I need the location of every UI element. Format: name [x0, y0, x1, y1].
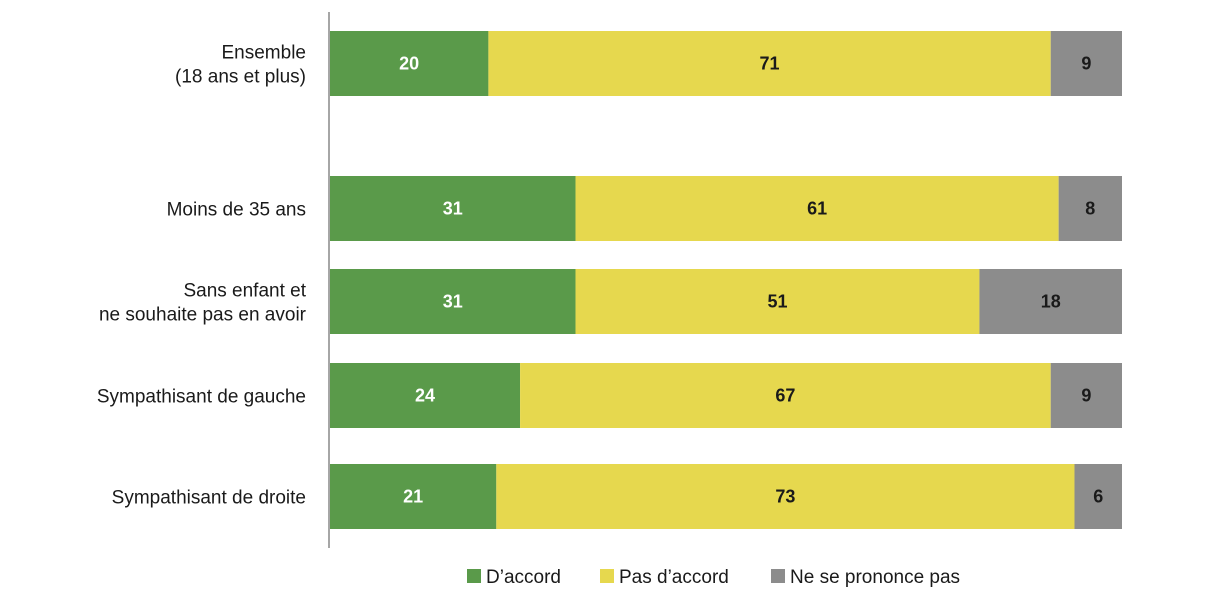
category-label: ne souhaite pas en avoir — [99, 305, 307, 326]
data-label: 61 — [807, 199, 827, 219]
bar-segment — [330, 31, 489, 96]
bar-segment — [1050, 363, 1122, 428]
data-label: 6 — [1093, 487, 1103, 507]
bar-segment — [575, 176, 1059, 241]
data-label: 8 — [1085, 199, 1095, 219]
bar-segment — [979, 269, 1122, 334]
legend-label: Ne se prononce pas — [790, 567, 960, 588]
legend-swatch — [600, 569, 614, 583]
bar-segment — [1058, 176, 1122, 241]
data-label: 67 — [775, 386, 795, 406]
bar-segment — [330, 363, 521, 428]
legend-swatch — [467, 569, 481, 583]
bar-segment — [496, 464, 1075, 529]
data-label: 24 — [415, 386, 435, 406]
data-label: 9 — [1081, 386, 1091, 406]
data-label: 21 — [403, 487, 423, 507]
category-label: Sympathisant de gauche — [97, 387, 306, 408]
legend-label: D’accord — [486, 567, 561, 588]
legend-swatch — [771, 569, 785, 583]
data-label: 31 — [443, 292, 463, 312]
data-label: 51 — [767, 292, 787, 312]
data-label: 18 — [1041, 292, 1061, 312]
bar-segment — [575, 269, 980, 334]
bar-segment — [330, 464, 497, 529]
bar-segment — [488, 31, 1051, 96]
bar-segment — [1050, 31, 1122, 96]
category-label: (18 ans et plus) — [175, 67, 306, 88]
bar-segment — [520, 363, 1051, 428]
bar-segment — [1074, 464, 1122, 529]
data-label: 71 — [760, 54, 780, 74]
category-label: Ensemble — [222, 43, 307, 64]
bar-segment — [330, 176, 576, 241]
data-label: 31 — [443, 199, 463, 219]
bars-group: 20 71 9 31 61 8 31 51 18 24 67 9 21 73 6 — [330, 31, 1122, 529]
data-label: 9 — [1081, 54, 1091, 74]
category-label: Moins de 35 ans — [167, 200, 306, 221]
legend-label: Pas d’accord — [619, 567, 729, 588]
legend: D’accord Pas d’accord Ne se prononce pas — [467, 567, 960, 588]
category-label: Sympathisant de droite — [112, 488, 306, 509]
bar-segment — [330, 269, 576, 334]
data-label: 20 — [399, 54, 419, 74]
category-label: Sans enfant et — [183, 281, 306, 302]
category-labels-group: Ensemble (18 ans et plus) Moins de 35 ans S… — [97, 43, 307, 509]
data-label: 73 — [775, 487, 795, 507]
